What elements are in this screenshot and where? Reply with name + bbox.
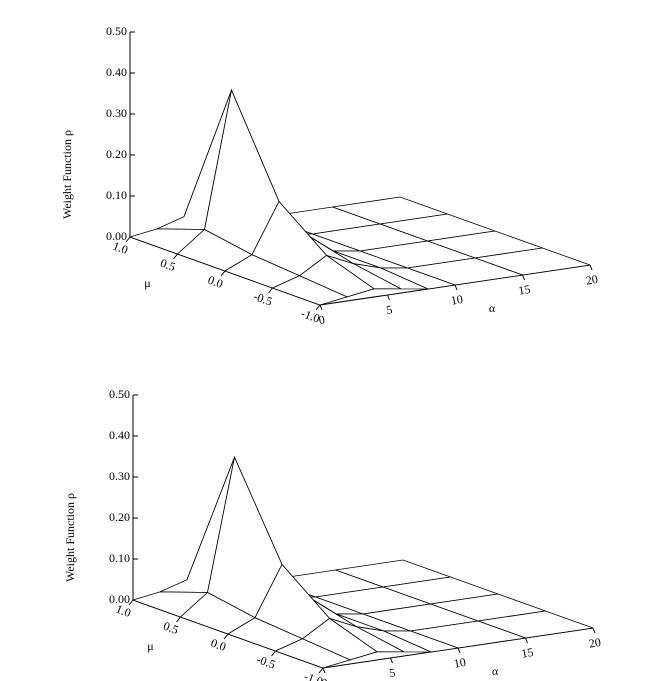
z-axis-label: Weight Function ρ <box>63 493 77 582</box>
z-tick-label: 0.50 <box>109 387 130 401</box>
mu-tick <box>223 633 229 640</box>
x-tick <box>454 284 458 291</box>
x-tick <box>387 294 390 301</box>
x-tick <box>525 637 528 644</box>
x-tick-label: 10 <box>453 655 467 671</box>
z-tick-label: 0.20 <box>109 510 130 524</box>
x-axis-label: α <box>492 664 499 678</box>
mu-tick <box>315 304 321 311</box>
z-tick-label: 0.30 <box>109 469 130 483</box>
x-tick-label: 0 <box>318 312 326 327</box>
mu-tick-label: -0.5 <box>255 652 278 672</box>
mu-tick <box>125 236 131 243</box>
x-tick-label: 5 <box>388 665 396 680</box>
x-tick <box>592 627 596 634</box>
mu-tick <box>128 599 134 606</box>
mu-axis-label: μ <box>144 276 150 290</box>
z-tick-label: 0.10 <box>109 551 130 565</box>
mu-tick <box>271 650 276 657</box>
x-tick <box>319 304 323 311</box>
surface-cell <box>274 638 352 669</box>
x-tick <box>522 274 525 281</box>
z-tick-label: 0.00 <box>106 229 127 243</box>
mu-tick-label: -0.5 <box>252 289 275 309</box>
mu-tick <box>176 616 181 623</box>
mu-tick <box>220 270 226 277</box>
mu-tick-label: 0.5 <box>161 619 180 637</box>
surface-cell <box>271 275 349 306</box>
x-tick-label: 20 <box>588 635 602 651</box>
z-tick-label: 0.50 <box>106 24 127 38</box>
z-axis-label: Weight Function ρ <box>60 130 74 219</box>
mu-tick-label: 1.0 <box>114 602 133 620</box>
x-tick-label: 15 <box>520 645 534 661</box>
x-tick-label: 10 <box>450 292 464 308</box>
mu-tick <box>173 253 178 260</box>
mu-tick-label: 0.0 <box>206 273 225 291</box>
mu-tick-label: 0.0 <box>209 636 228 654</box>
z-tick-label: 0.40 <box>106 65 127 79</box>
mu-tick-label: 1.0 <box>111 239 130 257</box>
z-tick-label: 0.00 <box>109 592 130 606</box>
mu-tick-label: 0.5 <box>158 256 177 274</box>
z-tick-label: 0.20 <box>106 147 127 161</box>
mu-tick-label: -1.0 <box>299 306 322 326</box>
x-tick <box>390 657 393 664</box>
mu-tick <box>268 287 273 294</box>
x-tick <box>457 647 461 654</box>
x-tick <box>322 667 326 674</box>
mu-axis-label: μ <box>147 639 153 653</box>
x-tick-label: 0 <box>321 675 329 681</box>
mu-tick <box>318 667 324 674</box>
z-tick-label: 0.30 <box>106 106 127 120</box>
x-tick <box>589 264 593 271</box>
z-tick-label: 0.10 <box>106 188 127 202</box>
x-axis-label: α <box>489 301 496 315</box>
x-tick-label: 5 <box>385 302 393 317</box>
x-tick-label: 15 <box>517 282 531 298</box>
z-tick-label: 0.40 <box>109 428 130 442</box>
x-tick-label: 20 <box>585 272 599 288</box>
